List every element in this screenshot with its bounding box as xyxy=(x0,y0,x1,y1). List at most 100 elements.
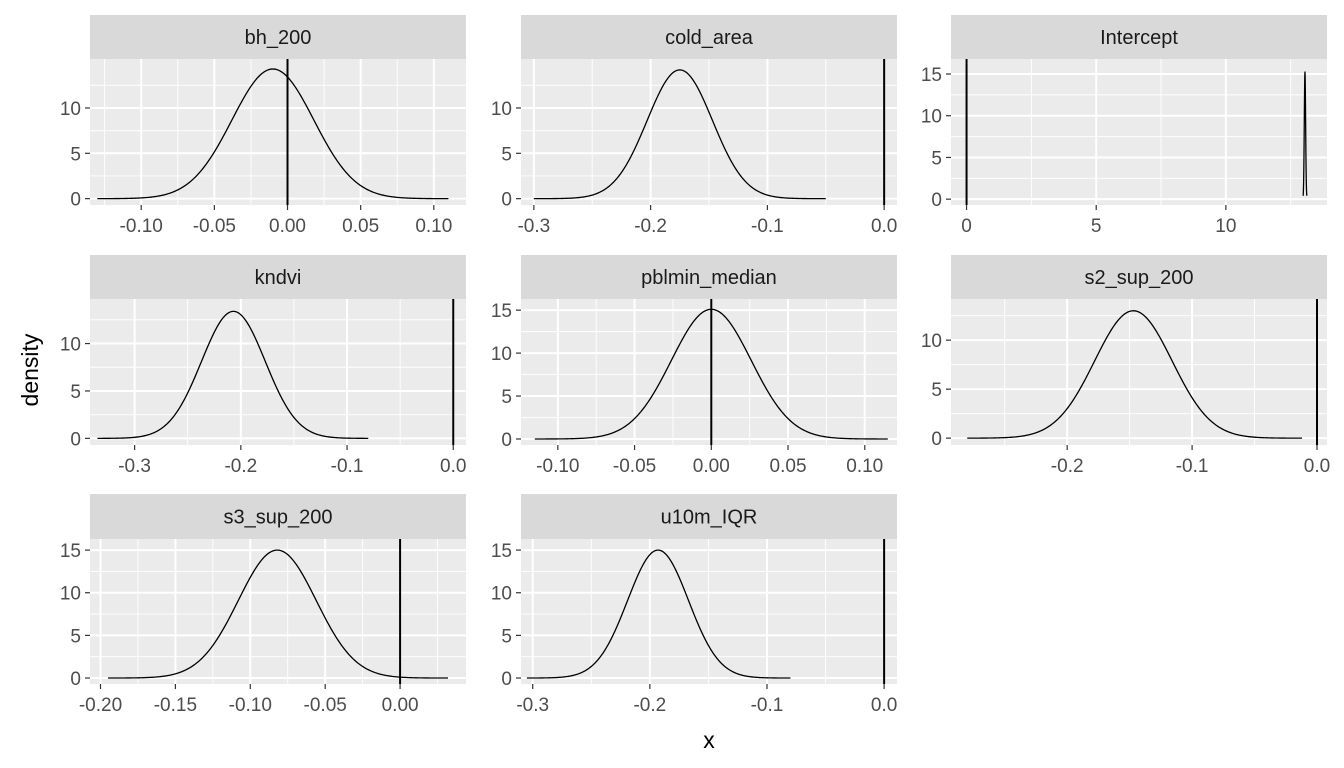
facet-strip xyxy=(90,494,466,539)
y-tick-label: 10 xyxy=(491,584,512,605)
x-tick-label: -0.10 xyxy=(229,695,272,716)
facet-strip xyxy=(521,15,897,59)
panel-background xyxy=(951,299,1327,445)
x-tick-label: -0.1 xyxy=(331,456,364,477)
facet-panel: cold_area -0.3 -0.2 -0.1 0.0 0 5 10 xyxy=(491,15,897,237)
facet-label: kndvi xyxy=(255,267,302,289)
y-tick-label: 0 xyxy=(501,430,512,451)
x-tick-label: 0.05 xyxy=(342,216,379,237)
x-tick-label: -0.10 xyxy=(120,216,163,237)
facet-panel: s2_sup_200 -0.2 -0.1 0.0 0 5 10 xyxy=(921,255,1330,477)
y-tick-label: 5 xyxy=(931,380,942,401)
x-tick-label: -0.1 xyxy=(1176,456,1209,477)
x-tick-label: -0.05 xyxy=(304,695,347,716)
facet-panel: u10m_IQR -0.3 -0.2 -0.1 0.0 0 5 10 15 xyxy=(491,494,897,716)
density-curve xyxy=(1302,70,1308,196)
x-tick-label: -0.2 xyxy=(224,456,257,477)
y-tick-label: 15 xyxy=(491,541,512,562)
x-tick-label: 0.10 xyxy=(415,216,452,237)
facet-strip xyxy=(951,255,1327,299)
y-tick-label: 10 xyxy=(921,331,942,352)
x-tick-label: -0.20 xyxy=(79,695,122,716)
density-curve xyxy=(97,310,369,439)
y-tick-label: 5 xyxy=(501,626,512,647)
facet-panel: s3_sup_200 -0.20 -0.15 -0.10 -0.05 0.00 0 5 10 15 xyxy=(60,494,466,716)
x-tick-label: 0 xyxy=(961,216,972,237)
density-curve xyxy=(533,69,826,200)
x-tick-label: 0.0 xyxy=(871,216,897,237)
facet-label: u10m_IQR xyxy=(661,507,758,529)
facet-label: s2_sup_200 xyxy=(1085,267,1194,289)
facet-panel: bh_200 -0.10 -0.05 0.00 0.05 0.10 0 5 10 xyxy=(60,15,466,237)
x-tick-label: 10 xyxy=(1215,216,1236,237)
facet-strip xyxy=(951,15,1327,59)
density-curve xyxy=(967,310,1303,439)
x-tick-label: -0.15 xyxy=(154,695,197,716)
y-tick-label: 5 xyxy=(70,626,81,647)
x-tick-label: 0.00 xyxy=(269,216,306,237)
x-tick-label: 0.0 xyxy=(871,695,897,716)
x-tick-label: 0.00 xyxy=(693,456,730,477)
y-axis-title: density xyxy=(17,333,43,406)
facet-strip xyxy=(521,255,897,299)
x-tick-label: 0.10 xyxy=(846,456,883,477)
y-tick-label: 10 xyxy=(491,344,512,365)
y-tick-label: 5 xyxy=(931,148,942,169)
x-axis-title: x xyxy=(703,727,715,753)
facet-label: s3_sup_200 xyxy=(224,507,333,529)
y-tick-label: 0 xyxy=(70,429,81,450)
panel-background xyxy=(951,59,1327,205)
facet-label: cold_area xyxy=(665,27,754,49)
facet-strip xyxy=(90,15,466,59)
x-tick-label: -0.3 xyxy=(118,456,151,477)
facet-strip xyxy=(521,494,897,539)
y-tick-label: 15 xyxy=(921,65,942,86)
facet-strip xyxy=(90,255,466,299)
x-tick-label: -0.2 xyxy=(633,695,666,716)
y-tick-label: 10 xyxy=(921,107,942,128)
y-tick-label: 0 xyxy=(931,429,942,450)
y-tick-label: 0 xyxy=(70,190,81,211)
y-tick-label: 10 xyxy=(60,99,81,120)
density-curve xyxy=(107,549,449,679)
x-tick-label: 0.05 xyxy=(770,456,807,477)
facet-label: Intercept xyxy=(1100,27,1178,49)
x-tick-label: -0.2 xyxy=(1051,456,1084,477)
y-tick-label: 10 xyxy=(491,99,512,120)
x-tick-label: -0.3 xyxy=(517,216,550,237)
x-tick-label: -0.05 xyxy=(613,456,656,477)
x-tick-label: 0.0 xyxy=(1304,456,1330,477)
y-tick-label: 0 xyxy=(931,190,942,211)
x-tick-label: -0.05 xyxy=(193,216,236,237)
x-tick-label: 5 xyxy=(1091,216,1102,237)
x-tick-label: -0.10 xyxy=(536,456,579,477)
panel-background xyxy=(90,59,466,205)
facet-label: bh_200 xyxy=(245,27,312,49)
x-tick-label: 0.0 xyxy=(440,456,466,477)
x-tick-label: -0.3 xyxy=(516,695,549,716)
density-curve xyxy=(526,549,791,679)
x-tick-label: -0.2 xyxy=(634,216,667,237)
y-tick-label: 0 xyxy=(501,669,512,690)
y-tick-label: 5 xyxy=(70,382,81,403)
x-tick-label: 0.00 xyxy=(382,695,419,716)
x-tick-label: -0.1 xyxy=(751,695,784,716)
facet-panel: Intercept 0 5 10 0 5 10 15 xyxy=(921,15,1327,237)
y-tick-label: 5 xyxy=(501,387,512,408)
facet-label: pblmin_median xyxy=(641,267,777,289)
y-tick-label: 10 xyxy=(60,335,81,356)
panel-background xyxy=(90,299,466,445)
y-tick-label: 0 xyxy=(501,190,512,211)
facet-panel: kndvi -0.3 -0.2 -0.1 0.0 0 5 10 xyxy=(60,255,466,477)
facet-panel: pblmin_median -0.10 -0.05 0.00 0.05 0.10 0 5 10 1… xyxy=(491,255,897,477)
panel-background xyxy=(521,299,897,445)
x-tick-label: -0.1 xyxy=(751,216,784,237)
panel-background xyxy=(521,539,897,684)
y-tick-label: 5 xyxy=(501,144,512,165)
density-curve xyxy=(97,68,449,200)
y-tick-label: 15 xyxy=(491,301,512,322)
y-tick-label: 10 xyxy=(60,584,81,605)
y-tick-label: 0 xyxy=(70,669,81,690)
y-tick-label: 5 xyxy=(70,144,81,165)
